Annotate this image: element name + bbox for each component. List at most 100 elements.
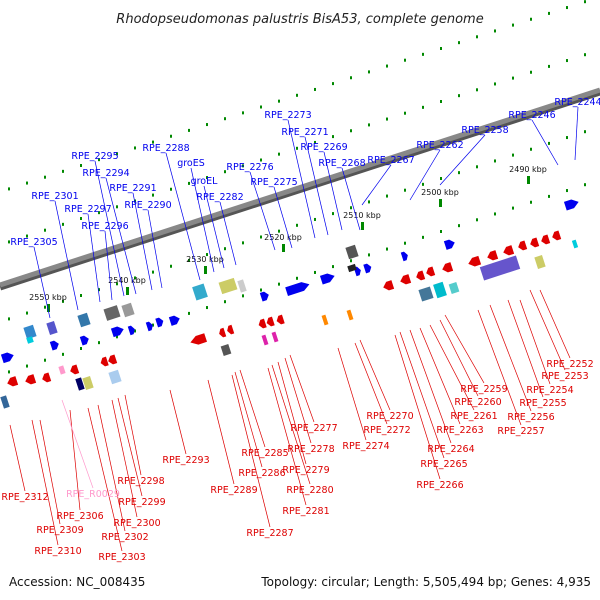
protein-block <box>237 279 247 293</box>
tick-dot <box>170 264 172 268</box>
tick-dot <box>512 23 514 27</box>
leader-line <box>271 364 311 485</box>
gene-label-bottom: RPE_2306 <box>56 511 103 522</box>
leader-line <box>94 160 125 297</box>
leader-line <box>234 371 263 468</box>
gene-label-bottom: RPE_R0029 <box>66 489 120 500</box>
minus-strand-gene <box>190 333 207 345</box>
minus-strand-gene <box>442 262 454 273</box>
tick-dot <box>296 276 298 280</box>
leader-line <box>359 339 391 411</box>
tick-dot <box>134 329 136 333</box>
plus-strand-gene <box>363 263 372 274</box>
tick-dot <box>314 217 316 221</box>
tick-dot <box>98 341 100 345</box>
gene-label-bottom: RPE_2254 <box>526 385 573 396</box>
scale-tick-mark <box>282 244 285 252</box>
tick-dot <box>314 87 316 91</box>
leader-line <box>444 314 485 384</box>
tick-dot <box>422 182 424 186</box>
protein-block <box>534 255 546 269</box>
leader-line <box>539 289 571 359</box>
tick-dot <box>494 29 496 33</box>
protein-block <box>23 324 37 340</box>
tick-dot <box>566 6 568 10</box>
tick-dot <box>440 100 442 103</box>
tick-dot <box>152 323 154 327</box>
gene-label-bottom: RPE_2312 <box>1 492 48 503</box>
gene-features <box>0 199 579 409</box>
tick-dot <box>80 294 82 297</box>
gene-label-bottom: RPE_2286 <box>238 468 285 479</box>
topology-text: Topology: circular; Length: 5,505,494 bp… <box>260 575 591 589</box>
tick-dot <box>458 41 460 45</box>
protein-block <box>82 376 94 390</box>
tick-dot <box>206 176 208 180</box>
scale-tick-mark <box>126 287 129 295</box>
gene-label-bottom: RPE_2277 <box>290 423 337 434</box>
tick-dot <box>332 82 334 86</box>
leader-line <box>529 289 566 371</box>
leader-line <box>323 151 343 231</box>
tick-dot <box>80 217 82 220</box>
tick-dot <box>80 164 82 167</box>
tick-dot <box>296 146 298 150</box>
gene-label-bottom: RPE_2298 <box>117 476 164 487</box>
protein-block <box>46 321 58 335</box>
tick-dot <box>224 300 226 304</box>
gene-label-bottom: RPE_2285 <box>241 448 288 459</box>
tick-dot <box>386 194 388 198</box>
tick-dot <box>134 199 136 203</box>
plus-strand-gene <box>145 321 153 332</box>
tick-dot <box>350 76 352 80</box>
tick-dot <box>206 123 208 127</box>
tick-dot <box>62 222 64 226</box>
gene-label-top: groEL <box>191 176 219 187</box>
tick-dot <box>260 158 262 162</box>
plus-strand-gene <box>127 325 135 336</box>
minus-strand-gene <box>487 250 499 261</box>
tick-dot <box>368 123 370 127</box>
leader-line <box>87 407 123 552</box>
leader-line <box>39 419 61 525</box>
map-title: Rhodopseudomonas palustris BisA53, compl… <box>116 12 483 27</box>
tick-dot <box>494 159 496 163</box>
minus-strand-gene <box>416 270 426 281</box>
tick-dot <box>350 206 352 210</box>
gene-label-top: RPE_2295 <box>71 151 118 162</box>
tick-dot <box>116 205 118 209</box>
tick-dot <box>278 99 280 103</box>
gene-label-bottom: RPE_2299 <box>118 497 165 508</box>
tick-dot <box>494 82 496 86</box>
minus-strand-gene <box>468 255 482 267</box>
scale-ticks: 2490 kbp 2500 kbp 2510 kbp 2520 kbp 2530 kbp… <box>8 0 586 374</box>
leader-line <box>105 177 137 295</box>
tick-dot <box>458 224 460 228</box>
genome-backbone <box>0 87 600 291</box>
leader-line <box>289 354 315 423</box>
gene-label-top: RPE_2296 <box>81 221 128 232</box>
tick-dot <box>260 105 262 109</box>
tick-dot <box>476 88 478 92</box>
leader-line <box>277 361 307 465</box>
gene-label-bottom: RPE_2266 <box>416 480 463 491</box>
accession-text: Accession: NC_008435 <box>9 575 145 589</box>
leader-line <box>531 119 559 166</box>
gene-label-top: RPE_2262 <box>416 140 463 151</box>
tick-dot <box>224 247 226 251</box>
tick-dot <box>98 211 100 215</box>
leader-line <box>239 369 266 448</box>
protein-block <box>479 255 521 281</box>
tick-dot <box>386 247 388 251</box>
gene-label-top: RPE_2271 <box>281 127 328 138</box>
tick-dot <box>368 200 370 204</box>
tick-dot <box>98 158 100 162</box>
tick-dot <box>188 128 190 132</box>
tick-dot <box>422 52 424 56</box>
gene-label-bottom: RPE_2270 <box>366 411 413 422</box>
tick-dot <box>548 11 550 15</box>
tick-dot <box>422 105 424 109</box>
tick-dot <box>188 258 190 262</box>
tick-dot <box>584 53 586 57</box>
tick-dot <box>386 64 388 68</box>
